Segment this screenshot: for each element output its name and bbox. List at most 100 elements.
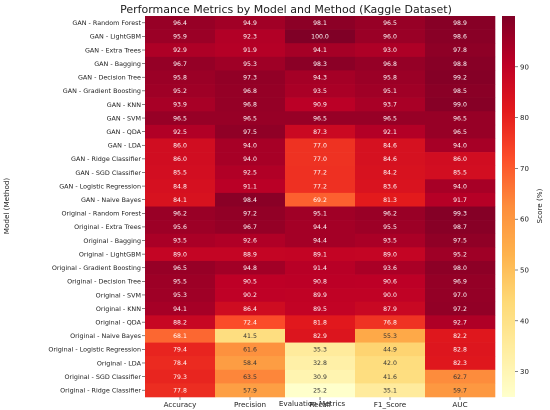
heatmap-cell [215, 97, 286, 112]
cell-value-label: 98.8 [453, 61, 467, 68]
cell-value-label: 98.1 [313, 20, 327, 27]
heatmap-cell [145, 124, 216, 139]
heatmap-cell [145, 16, 216, 30]
cell-value-label: 82.8 [453, 347, 467, 354]
heatmap-cell [145, 220, 216, 235]
cell-value-label: 82.3 [453, 360, 467, 367]
heatmap-cell [355, 111, 426, 126]
heatmap-cell [285, 152, 356, 166]
heatmap-cell [285, 179, 356, 194]
heatmap-cell [285, 43, 356, 58]
heatmap-cell [285, 233, 356, 248]
cell-value-label: 92.1 [383, 129, 397, 136]
cell-value-label: 95.9 [173, 34, 187, 41]
cell-value-label: 84.6 [383, 156, 397, 163]
row-label: GAN - LightGBM [90, 33, 141, 41]
heatmap-cell [145, 260, 216, 275]
heatmap-cell [145, 383, 216, 398]
heatmap-cell [355, 342, 426, 357]
heatmap-cell [425, 342, 496, 357]
heatmap-cell [145, 301, 216, 316]
heatmap-cell [285, 288, 356, 303]
heatmap-cell [145, 70, 216, 85]
cell-value-label: 94.4 [313, 224, 327, 231]
cell-value-label: 93.6 [383, 265, 397, 272]
heatmap-cell [355, 29, 426, 44]
row-label: Original - Naive Bayes [70, 332, 142, 340]
cell-value-label: 86.0 [453, 156, 467, 163]
cell-value-label: 92.5 [243, 170, 257, 177]
heatmap-cell [425, 138, 496, 153]
heatmap-cell [145, 342, 216, 357]
heatmap-cell [355, 274, 426, 289]
heatmap-cell [285, 342, 356, 357]
row-label: Original - Bagging [83, 237, 141, 245]
cell-value-label: 87.3 [313, 129, 327, 136]
cell-value-label: 41.5 [243, 333, 257, 340]
cell-value-label: 96.8 [383, 61, 397, 68]
cell-value-label: 92.3 [243, 34, 257, 41]
cell-value-label: 35.3 [313, 347, 327, 354]
heatmap-cell [355, 138, 426, 153]
row-label: GAN - SGD Classifier [75, 169, 141, 177]
heatmap-cell [215, 247, 286, 262]
cell-value-label: 92.5 [173, 129, 187, 136]
cell-value-label: 98.0 [453, 265, 467, 272]
heatmap-cell [145, 152, 216, 166]
colorbar-tick-label: 40 [520, 317, 529, 325]
cell-value-label: 93.5 [313, 88, 327, 95]
heatmap-cell [215, 16, 286, 30]
cell-value-label: 32.8 [313, 360, 327, 367]
heatmap-cell [215, 328, 286, 343]
heatmap-cell [355, 192, 426, 207]
heatmap-cell [285, 220, 356, 235]
heatmap-cell [355, 179, 426, 194]
heatmap-cell [355, 356, 426, 371]
cell-value-label: 94.4 [313, 238, 327, 245]
cell-value-label: 99.0 [453, 102, 467, 109]
cell-value-label: 100.0 [311, 34, 329, 41]
heatmap-cell [215, 111, 286, 126]
heatmap-cell [355, 288, 426, 303]
heatmap-cell [425, 315, 496, 330]
heatmap-cell [145, 138, 216, 153]
heatmap-cell [355, 369, 426, 384]
cell-value-label: 94.0 [453, 142, 467, 149]
cell-value-label: 95.2 [173, 88, 187, 95]
cell-value-label: 63.5 [243, 374, 257, 381]
heatmap-cell [425, 233, 496, 248]
cell-value-label: 94.1 [313, 47, 327, 54]
cell-value-label: 44.9 [383, 347, 397, 354]
cell-value-label: 81.8 [313, 319, 327, 326]
cell-value-label: 95.8 [383, 74, 397, 81]
cell-value-label: 88.2 [173, 319, 187, 326]
cell-value-label: 77.8 [173, 387, 187, 394]
cell-value-label: 89.0 [383, 251, 397, 258]
cell-value-label: 85.5 [173, 170, 187, 177]
cell-value-label: 96.0 [383, 34, 397, 41]
column-label: F1_Score [374, 400, 407, 409]
cell-value-label: 83.6 [383, 183, 397, 190]
cell-value-label: 69.2 [313, 197, 327, 204]
cell-value-label: 91.1 [243, 183, 257, 190]
cell-value-label: 77.2 [313, 183, 327, 190]
heatmap-cell [285, 192, 356, 207]
heatmap-cell [215, 342, 286, 357]
cell-value-label: 96.5 [383, 20, 397, 27]
heatmap-cell [285, 124, 356, 139]
cell-value-label: 96.4 [173, 20, 187, 27]
heatmap-cell [285, 328, 356, 343]
heatmap-cell [215, 206, 286, 221]
heatmap-cell [285, 165, 356, 180]
heatmap-cells: 96.4 94.9 98.1 96.5 98.9 95.9 92.3 100.0 96.0 98.… [145, 16, 496, 398]
heatmap-cell [425, 220, 496, 235]
cell-value-label: 89.9 [313, 292, 327, 299]
colorbar-tick-label: 30 [520, 368, 529, 376]
cell-value-label: 87.9 [383, 306, 397, 313]
cell-value-label: 98.5 [453, 88, 467, 95]
cell-value-label: 85.5 [453, 170, 467, 177]
cell-value-label: 96.5 [313, 115, 327, 122]
cell-value-label: 99.3 [453, 211, 467, 218]
cell-value-label: 91.9 [243, 47, 257, 54]
